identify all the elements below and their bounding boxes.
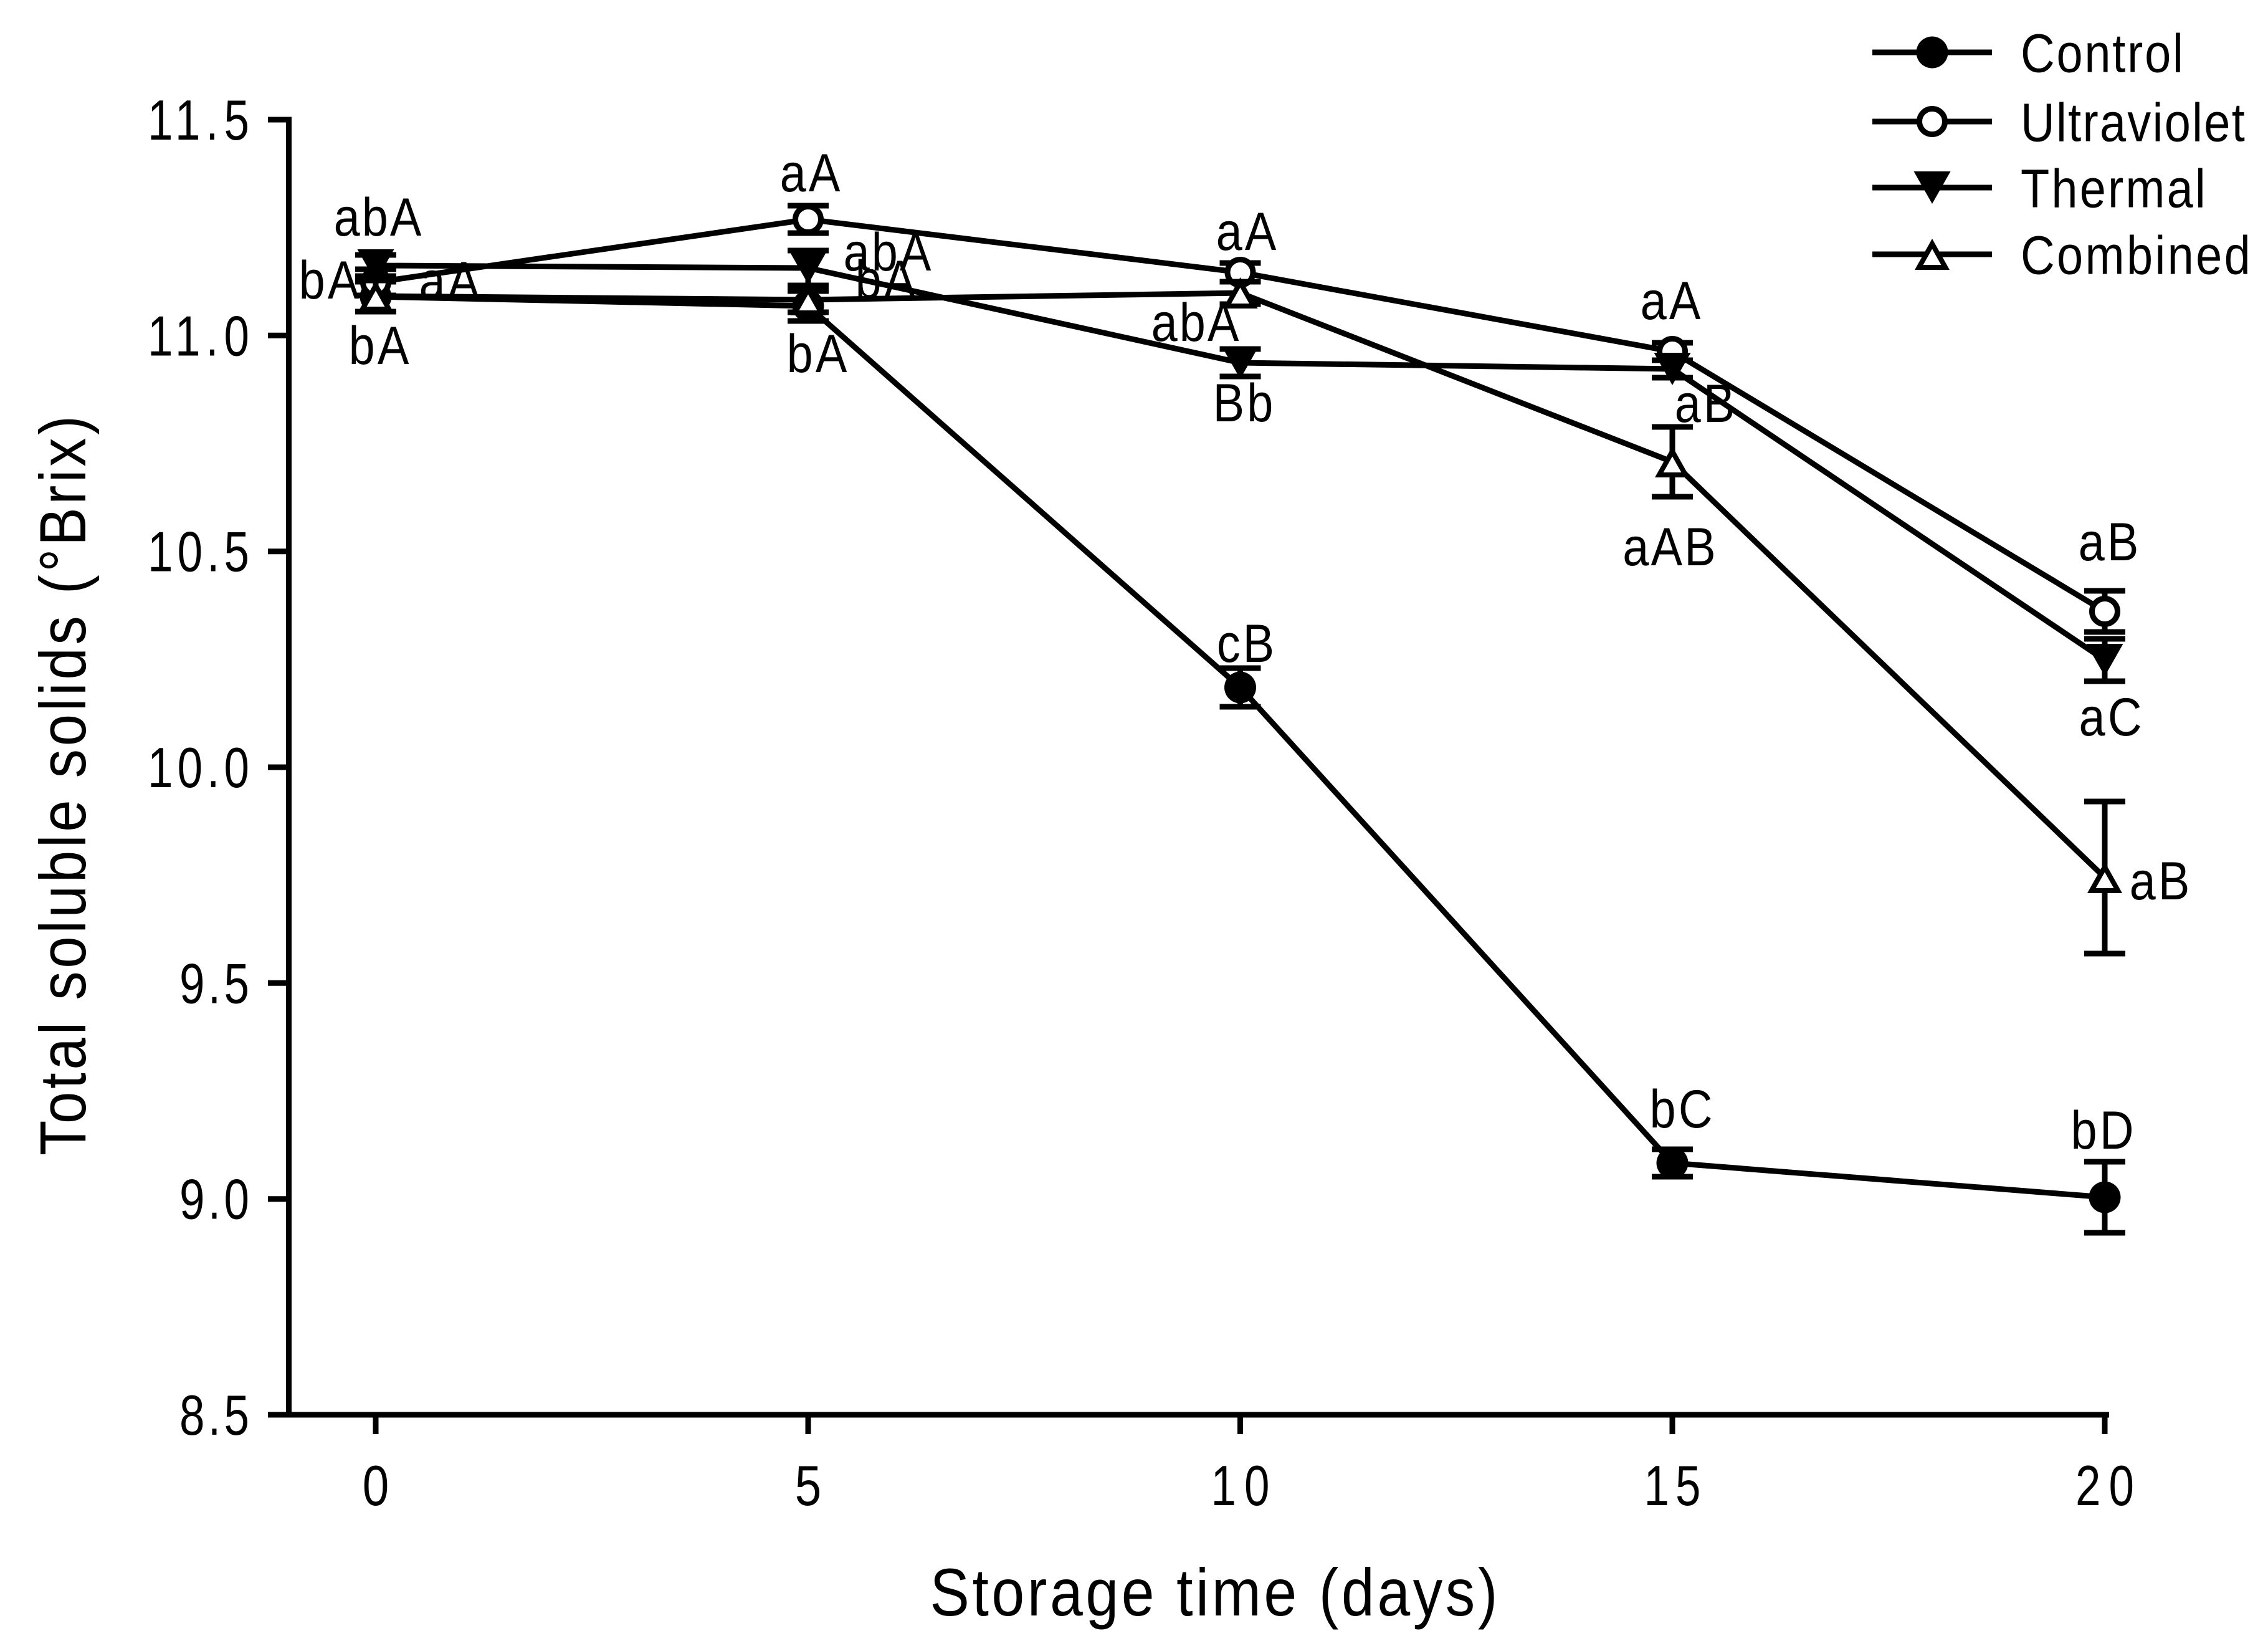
svg-text:9.0: 9.0 xyxy=(179,1168,249,1232)
svg-text:aA: aA xyxy=(780,144,841,204)
svg-text:bC: bC xyxy=(1649,1080,1712,1140)
svg-text:cB: cB xyxy=(1217,615,1274,674)
svg-text:0: 0 xyxy=(363,1454,389,1518)
svg-text:5: 5 xyxy=(795,1454,822,1518)
svg-text:aB: aB xyxy=(2130,852,2190,912)
svg-text:abA: abA xyxy=(334,188,422,248)
svg-text:11.5: 11.5 xyxy=(148,89,249,152)
svg-text:abA: abA xyxy=(844,223,932,283)
svg-text:8.5: 8.5 xyxy=(179,1384,249,1447)
svg-text:Bb: Bb xyxy=(1213,374,1274,434)
svg-text:abA: abA xyxy=(1151,294,1239,353)
svg-text:10.0: 10.0 xyxy=(148,736,249,800)
svg-text:Thermal: Thermal xyxy=(2021,159,2206,219)
svg-text:10.5: 10.5 xyxy=(148,520,249,584)
svg-text:Combined: Combined xyxy=(2021,226,2251,286)
svg-text:aA: aA xyxy=(419,252,480,312)
svg-text:aB: aB xyxy=(2079,513,2139,573)
svg-text:Control: Control xyxy=(2021,24,2183,84)
svg-text:11.0: 11.0 xyxy=(148,305,249,368)
svg-text:aC: aC xyxy=(2079,688,2142,748)
svg-text:aB: aB xyxy=(1675,375,1735,434)
svg-text:aA: aA xyxy=(1641,272,1701,332)
svg-text:aAB: aAB xyxy=(1622,518,1716,578)
svg-text:9.5: 9.5 xyxy=(179,952,249,1016)
svg-text:bA: bA xyxy=(349,317,409,376)
svg-text:bD: bD xyxy=(2070,1101,2133,1161)
svg-text:bA: bA xyxy=(855,251,916,310)
svg-text:bA: bA xyxy=(299,251,360,311)
svg-text:Total soluble solids (°Brix): Total soluble solids (°Brix) xyxy=(26,416,99,1156)
svg-text:bA: bA xyxy=(787,325,847,385)
svg-text:aA: aA xyxy=(1216,203,1277,262)
svg-text:Ultraviolet: Ultraviolet xyxy=(2021,93,2245,153)
